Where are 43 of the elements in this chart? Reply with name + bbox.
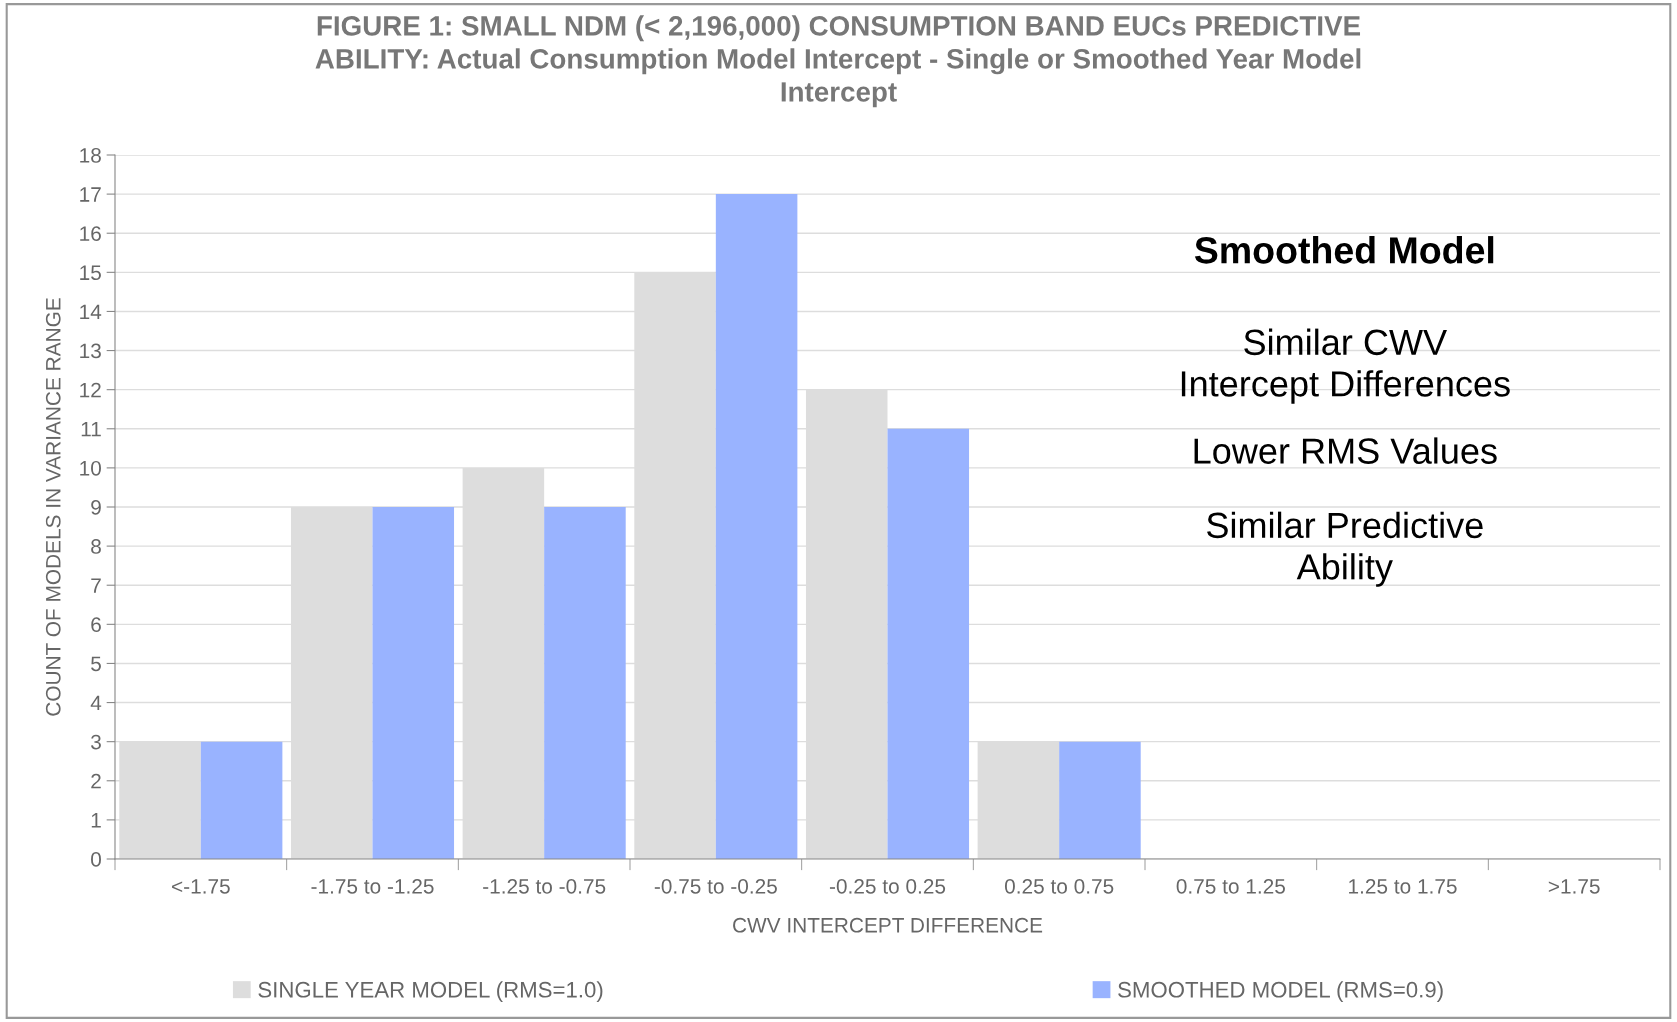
- y-tick-label: 16: [80, 226, 101, 241]
- x-tick-label: -1.75 to -1.25: [311, 878, 434, 894]
- y-tick-label: 18: [80, 148, 101, 163]
- y-tick-label: 7: [91, 578, 101, 593]
- x-tick-label: 0.25 to 0.75: [1004, 878, 1114, 894]
- y-tick-label: 4: [90, 695, 102, 711]
- y-tick-label: 11: [81, 421, 101, 437]
- x-tick-label: -1.25 to -0.75: [483, 878, 606, 894]
- x-tick-label: 1.25 to 1.75: [1349, 878, 1457, 894]
- y-tick-label: 0: [91, 852, 101, 867]
- bar: [715, 194, 798, 859]
- x-tick-label: -0.25 to 0.25: [829, 878, 946, 894]
- bar: [887, 428, 970, 859]
- x-tick-label: 0.75 to 1.25: [1176, 878, 1285, 894]
- y-tick-label: 12: [80, 382, 101, 398]
- y-tick-label: 10: [80, 460, 101, 476]
- y-tick-label: 17: [80, 187, 101, 202]
- x-axis-title: CWV INTERCEPT DIFFERENCE: [733, 917, 1043, 933]
- y-tick-label: 1: [91, 813, 101, 828]
- x-tick-label: <-1.75: [172, 879, 230, 894]
- annotation: Similar CWV Intercept Differences: [1181, 328, 1510, 404]
- y-tick-label: 15: [80, 265, 101, 281]
- y-axis-title: COUNT OF MODELS IN VARIANCE RANGE: [45, 298, 61, 716]
- annotation: Lower RMS Values: [1194, 437, 1497, 464]
- y-tick-label: 3: [91, 734, 101, 750]
- bar: [372, 507, 455, 859]
- y-tick-label: 5: [91, 656, 101, 672]
- bar: [544, 507, 626, 859]
- y-tick-label: 2: [91, 773, 101, 789]
- x-tick-label: >1.75: [1548, 879, 1600, 894]
- annotation: Similar Predictive Ability: [1207, 511, 1483, 587]
- legend-label: SMOOTHED MODEL (RMS=0.9): [1118, 981, 1443, 1002]
- y-tick-label: 13: [80, 343, 101, 359]
- bar: [200, 741, 283, 859]
- y-tick-label: 8: [91, 539, 101, 554]
- annotation: Smoothed Model: [1194, 236, 1494, 264]
- bar: [1059, 741, 1141, 859]
- y-tick-label: 6: [91, 617, 101, 633]
- legend-label: SINGLE YEAR MODEL (RMS=1.0): [258, 981, 603, 1002]
- y-tick-label: 9: [91, 500, 101, 515]
- chart-title: FIGURE 1: SMALL NDM (< 2,196,000) CONSUMPTION BAND EUCs PREDICTIVE ABILITY: Actual Consumption Model Intercept - Single or Smoothed Year Model Intercept: [315, 15, 1361, 108]
- x-tick-label: -0.75 to -0.25: [654, 878, 777, 894]
- y-tick-label: 14: [80, 304, 102, 319]
